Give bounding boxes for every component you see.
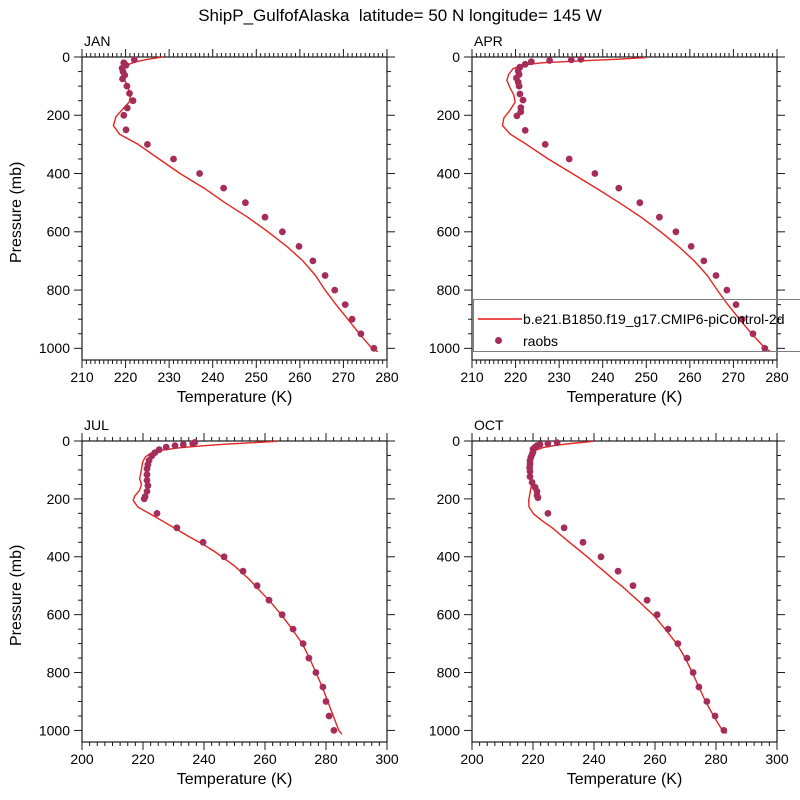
x-tick-label: 260: [288, 369, 312, 385]
legend-label-raobs: raobs: [523, 333, 559, 349]
y-tick-label: 800: [437, 664, 461, 680]
raobs-points: [526, 439, 728, 734]
x-tick-label: 210: [70, 369, 94, 385]
x-tick-label: 230: [547, 369, 571, 385]
panel-title-jan: JAN: [84, 33, 111, 49]
y-tick-label: 400: [47, 165, 71, 181]
x-tick-label: 220: [114, 369, 138, 385]
legend-label-model: b.e21.B1850.f19_g17.CMIP6-piControl-2d: [523, 311, 785, 327]
y-tick-label: 600: [437, 224, 461, 240]
raobs-points: [513, 55, 769, 352]
y-tick-label: 400: [437, 549, 461, 565]
raobs-points: [140, 439, 338, 734]
x-tick-label: 250: [635, 369, 659, 385]
plot-border: [471, 440, 778, 743]
axis-ticks: [464, 433, 785, 750]
x-tick-label: 240: [582, 751, 606, 767]
x-tick-label: 280: [765, 369, 789, 385]
x-tick-label: 280: [375, 369, 399, 385]
raobs-dot-sample: [495, 337, 502, 344]
x-tick-label: 300: [765, 751, 789, 767]
x-tick-label: 210: [460, 369, 484, 385]
panel-jan: 210 220 230 240 250 260 270 280 0 200 400 600 800 100…: [39, 49, 399, 385]
panel-title-jul: JUL: [84, 417, 109, 433]
y-tick-label: 200: [47, 107, 71, 123]
y-tick-label: 200: [437, 491, 461, 507]
x-tick-label: 200: [70, 751, 94, 767]
x-tick-label: 260: [678, 369, 702, 385]
y-tick-label: 200: [437, 107, 461, 123]
plot-border: [81, 440, 388, 743]
x-tick-label: 240: [201, 369, 225, 385]
xaxis-title-apr: Temperature (K): [566, 389, 683, 406]
axis-ticks: [74, 433, 395, 750]
x-tick-label: 280: [314, 751, 338, 767]
y-tick-label: 0: [452, 433, 460, 449]
y-tick-label: 600: [47, 607, 71, 623]
y-tick-label: 600: [47, 224, 71, 240]
y-tick-label: 200: [47, 491, 71, 507]
y-tick-label: 1000: [39, 722, 70, 738]
xaxis-title-oct: Temperature (K): [566, 771, 683, 788]
y-tick-label: 1000: [429, 722, 460, 738]
legend: b.e21.B1850.f19_g17.CMIP6-piControl-2d r…: [473, 299, 800, 352]
y-tick-label: 600: [437, 607, 461, 623]
x-tick-label: 250: [245, 369, 269, 385]
y-tick-label: 800: [47, 664, 71, 680]
y-tick-label: 1000: [39, 340, 70, 356]
x-tick-label: 220: [504, 369, 528, 385]
axis-ticks: [464, 49, 785, 368]
y-tick-label: 400: [437, 165, 461, 181]
x-tick-label: 270: [722, 369, 746, 385]
y-tick-label: 0: [452, 49, 460, 65]
legend-row-raobs: raobs: [474, 333, 800, 349]
x-tick-label: 220: [131, 751, 155, 767]
x-tick-label: 240: [192, 751, 216, 767]
panel-jul: 200 220 240 260 280 300 0 200 400 600 800 1000: [39, 433, 399, 767]
panel-apr: 210 220 230 240 250 260 270 280 0 200 400 600 800 100…: [429, 49, 789, 385]
y-tick-label: 0: [62, 433, 70, 449]
legend-row-model: b.e21.B1850.f19_g17.CMIP6-piControl-2d: [474, 311, 800, 327]
y-tick-label: 800: [437, 282, 461, 298]
model-profile-line: [501, 56, 772, 353]
panel-title-apr: APR: [474, 33, 503, 49]
x-tick-label: 220: [521, 751, 545, 767]
y-tick-label: 1000: [429, 340, 460, 356]
x-tick-label: 280: [704, 751, 728, 767]
y-tick-label: 0: [62, 49, 70, 65]
model-line-sample: [478, 318, 522, 320]
axis-ticks: [74, 49, 395, 368]
yaxis-title-top-row: Pressure (mb): [8, 161, 25, 263]
figure-title: ShipP_GulfofAlaska latitude= 50 N longit…: [198, 6, 602, 25]
x-tick-label: 200: [460, 751, 484, 767]
raobs-points: [118, 56, 378, 352]
xaxis-title-jul: Temperature (K): [176, 771, 293, 788]
x-tick-label: 270: [332, 369, 356, 385]
model-profile-line: [132, 440, 343, 735]
xaxis-title-jan: Temperature (K): [176, 389, 293, 406]
x-tick-label: 300: [375, 751, 399, 767]
x-tick-label: 260: [253, 751, 277, 767]
panel-oct: 200 220 240 260 280 300 0 200 400 600 800 1000: [429, 433, 789, 767]
x-tick-label: 260: [643, 751, 667, 767]
y-tick-label: 400: [47, 549, 71, 565]
y-tick-label: 800: [47, 282, 71, 298]
yaxis-title-bottom-row: Pressure (mb): [8, 544, 25, 646]
panel-title-oct: OCT: [474, 417, 504, 433]
x-tick-label: 240: [591, 369, 615, 385]
x-tick-label: 230: [157, 369, 181, 385]
